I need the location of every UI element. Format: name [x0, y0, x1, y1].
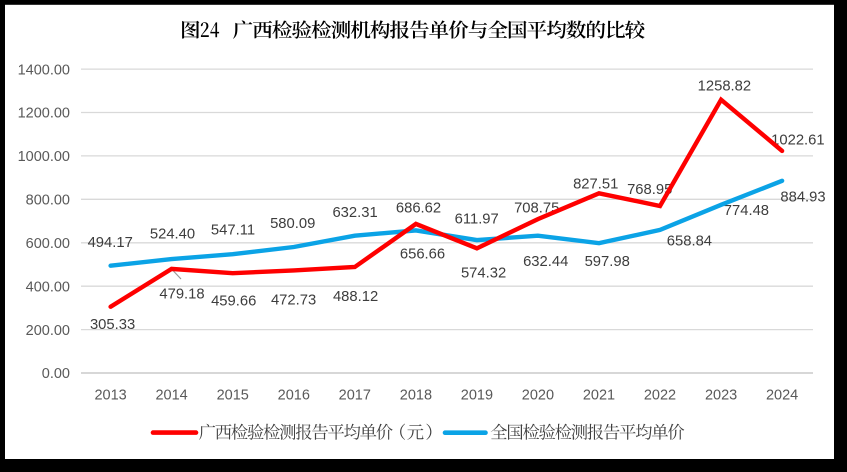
svg-text:2022: 2022 [644, 388, 676, 404]
svg-text:200.00: 200.00 [26, 323, 70, 339]
svg-text:611.97: 611.97 [455, 211, 499, 227]
svg-text:479.18: 479.18 [159, 287, 204, 303]
svg-text:472.73: 472.73 [271, 292, 316, 308]
svg-text:524.40: 524.40 [150, 226, 195, 242]
svg-text:656.66: 656.66 [400, 247, 445, 263]
svg-text:2024: 2024 [766, 388, 798, 404]
svg-text:600.00: 600.00 [26, 236, 70, 252]
svg-text:2023: 2023 [705, 388, 737, 404]
svg-text:400.00: 400.00 [26, 279, 70, 295]
svg-text:2018: 2018 [400, 388, 432, 404]
svg-text:800.00: 800.00 [26, 193, 70, 209]
svg-text:658.84: 658.84 [667, 234, 712, 250]
svg-text:1200.00: 1200.00 [18, 106, 70, 122]
svg-text:2017: 2017 [339, 388, 371, 404]
svg-text:2020: 2020 [522, 388, 554, 404]
svg-text:494.17: 494.17 [88, 235, 133, 251]
svg-text:827.51: 827.51 [573, 177, 618, 193]
svg-text:580.09: 580.09 [270, 216, 315, 232]
svg-text:488.12: 488.12 [333, 289, 378, 305]
svg-text:2021: 2021 [583, 388, 615, 404]
svg-text:574.32: 574.32 [461, 266, 506, 282]
svg-text:774.48: 774.48 [724, 203, 769, 219]
svg-text:2019: 2019 [461, 388, 493, 404]
svg-text:2014: 2014 [155, 388, 187, 404]
svg-text:768.95: 768.95 [627, 182, 672, 198]
svg-text:686.62: 686.62 [396, 201, 441, 217]
svg-text:1022.61: 1022.61 [771, 133, 825, 149]
svg-text:2016: 2016 [278, 388, 310, 404]
svg-text:597.98: 597.98 [585, 254, 630, 270]
svg-text:1000.00: 1000.00 [18, 149, 70, 165]
svg-text:547.11: 547.11 [211, 223, 255, 239]
svg-text:1400.00: 1400.00 [18, 62, 70, 78]
svg-text:305.33: 305.33 [90, 317, 135, 333]
svg-text:459.66: 459.66 [211, 294, 256, 310]
svg-text:1258.82: 1258.82 [698, 79, 752, 95]
svg-text:884.93: 884.93 [780, 189, 825, 205]
svg-text:2015: 2015 [217, 388, 249, 404]
svg-text:632.44: 632.44 [523, 254, 568, 270]
svg-text:632.31: 632.31 [332, 205, 377, 221]
svg-text:0.00: 0.00 [42, 366, 70, 382]
svg-text:2013: 2013 [94, 388, 126, 404]
